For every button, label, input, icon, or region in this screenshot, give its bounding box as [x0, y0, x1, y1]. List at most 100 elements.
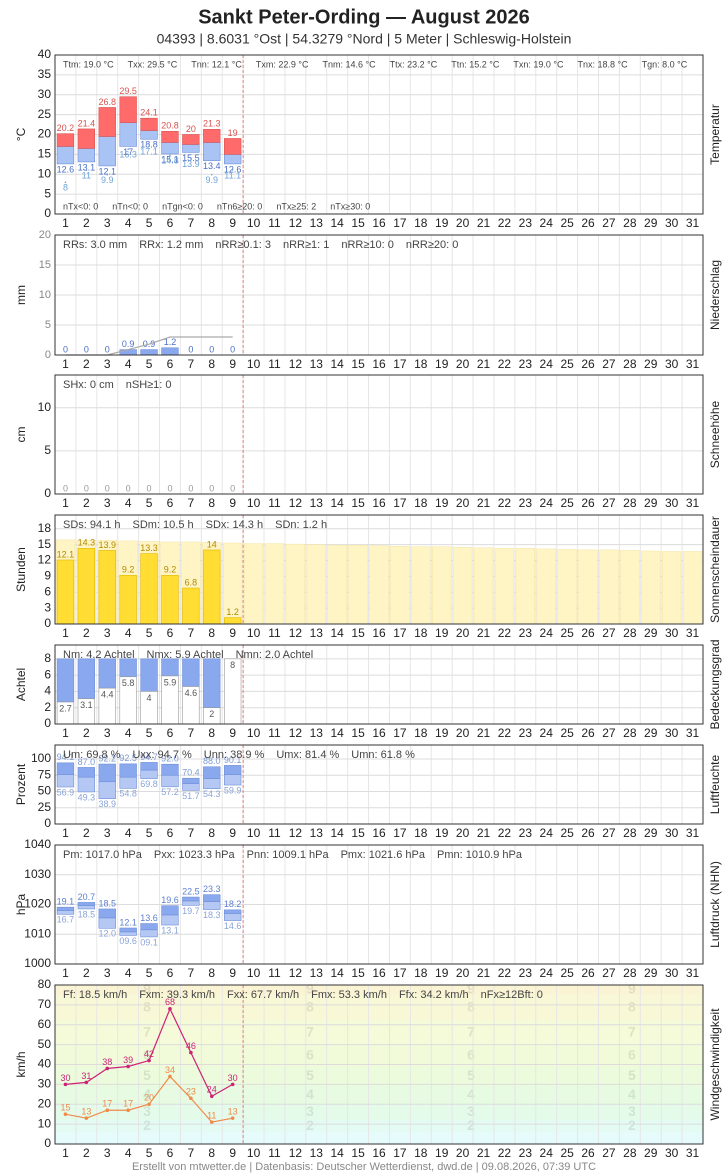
beaufort-label: 7	[467, 1023, 475, 1039]
x-tick-label: 7	[188, 626, 195, 640]
max-label: 90.1	[224, 755, 242, 765]
y-axis-label: km/h	[14, 1051, 28, 1077]
x-tick-label: 11	[268, 1146, 281, 1160]
beaufort-label: 3	[306, 1103, 314, 1119]
max-label: 92.5	[119, 753, 137, 763]
point	[126, 1108, 130, 1113]
max-label: 19.1	[57, 897, 75, 907]
max-label: 20.2	[57, 123, 75, 133]
stat: Tnx: 18.8 °C	[578, 59, 629, 69]
y-axis-label: Achtel	[14, 668, 28, 701]
x-tick-label: 5	[146, 1146, 153, 1160]
max-label: 23.3	[203, 884, 221, 894]
x-tick-label: 22	[498, 216, 512, 230]
x-tick-label: 2	[83, 357, 90, 371]
y-tick-label: 1040	[24, 837, 51, 851]
x-tick-label: 12	[289, 216, 303, 230]
stat: nTn6≥20: 0	[217, 201, 262, 211]
range-upper	[77, 902, 96, 906]
y-tick-label: 8	[44, 651, 51, 665]
x-tick-label: 17	[393, 626, 407, 640]
footer: Erstellt von mtwetter.de | Datenbasis: D…	[132, 1161, 596, 1173]
x-tick-label: 13	[310, 726, 324, 740]
possible-bar	[348, 544, 368, 625]
range-lower	[56, 146, 75, 165]
beaufort-label: 4	[628, 1086, 636, 1102]
y-tick-label: 1010	[24, 926, 51, 940]
beaufort-label: 2	[143, 1117, 151, 1133]
range-upper	[98, 107, 116, 137]
stat: SDx: 14.3 h	[206, 519, 263, 531]
x-tick-label: 30	[665, 966, 679, 980]
x-tick-label: 8	[208, 216, 215, 230]
x-tick-label: 1	[62, 966, 69, 980]
x-tick-label: 29	[644, 1146, 658, 1160]
stat: Pxx: 1023.3 hPa	[154, 849, 236, 861]
x-tick-label: 27	[602, 626, 616, 640]
stat: Ffx: 34.2 km/h	[399, 989, 469, 1001]
beaufort-label: 7	[143, 1023, 151, 1039]
value-label: 4	[147, 693, 152, 703]
value-label: 2.7	[59, 703, 72, 713]
ground-min	[190, 157, 192, 160]
stat: Txm: 22.9 °C	[256, 59, 309, 69]
y-tick-label: 12	[38, 553, 52, 567]
x-tick-label: 31	[686, 357, 700, 371]
min-label: 09.1	[140, 937, 158, 947]
x-tick-label: 17	[393, 1146, 407, 1160]
min-label: 13.1	[78, 162, 96, 172]
range-upper	[182, 777, 200, 784]
ground-label: 17.1	[140, 146, 158, 156]
x-tick-label: 10	[247, 216, 261, 230]
x-tick-label: 22	[498, 726, 512, 740]
stat: nRR≥0.1: 3	[215, 239, 271, 251]
beaufort-label: 6	[306, 1046, 314, 1062]
x-tick-label: 4	[125, 1146, 132, 1160]
range-lower	[98, 781, 116, 800]
range-upper	[98, 908, 116, 919]
beaufort-label: 4	[467, 1086, 475, 1102]
x-tick-label: 5	[146, 357, 153, 371]
x-tick-label: 2	[83, 216, 90, 230]
value-label: 17	[123, 1099, 133, 1109]
x-tick-label: 28	[623, 1146, 637, 1160]
x-tick-label: 29	[644, 626, 658, 640]
y-axis-label: mm	[14, 285, 28, 305]
x-tick-label: 16	[372, 496, 386, 510]
x-tick-label: 23	[519, 216, 533, 230]
point	[230, 1116, 235, 1120]
possible-bar	[306, 544, 326, 625]
y-tick-label: 30	[38, 1077, 52, 1091]
range-upper	[119, 763, 137, 778]
ground-label: 9.9	[206, 175, 219, 185]
y-tick-label: 0	[44, 816, 51, 830]
value-label: 3.1	[80, 700, 93, 710]
max-label: 18.2	[224, 899, 242, 909]
range-upper	[182, 896, 200, 902]
x-tick-label: 18	[414, 1146, 428, 1160]
beaufort-band	[55, 985, 703, 995]
x-tick-label: 22	[498, 496, 512, 510]
x-tick-label: 25	[560, 726, 574, 740]
y-tick-label: 6	[44, 667, 51, 681]
x-tick-label: 3	[104, 1146, 111, 1160]
x-tick-label: 18	[414, 626, 428, 640]
x-tick-label: 14	[331, 357, 345, 371]
value-label: 0	[63, 344, 68, 354]
stat: Txx: 29.5 °C	[128, 59, 178, 69]
stat: SDs: 94.1 h	[63, 519, 120, 531]
min-label: 19.7	[182, 906, 200, 916]
value-label: 13.9	[98, 540, 116, 550]
range-upper	[119, 927, 137, 933]
ground-min	[231, 169, 234, 171]
x-tick-label: 26	[581, 1146, 595, 1160]
value-label: 0	[126, 483, 131, 493]
x-tick-label: 15	[351, 826, 365, 840]
clear-part	[182, 658, 200, 687]
x-tick-label: 7	[188, 357, 195, 371]
plot-frame	[54, 644, 704, 725]
value-label: 0	[167, 483, 172, 493]
x-tick-label: 2	[83, 966, 90, 980]
x-tick-label: 1	[62, 216, 69, 230]
